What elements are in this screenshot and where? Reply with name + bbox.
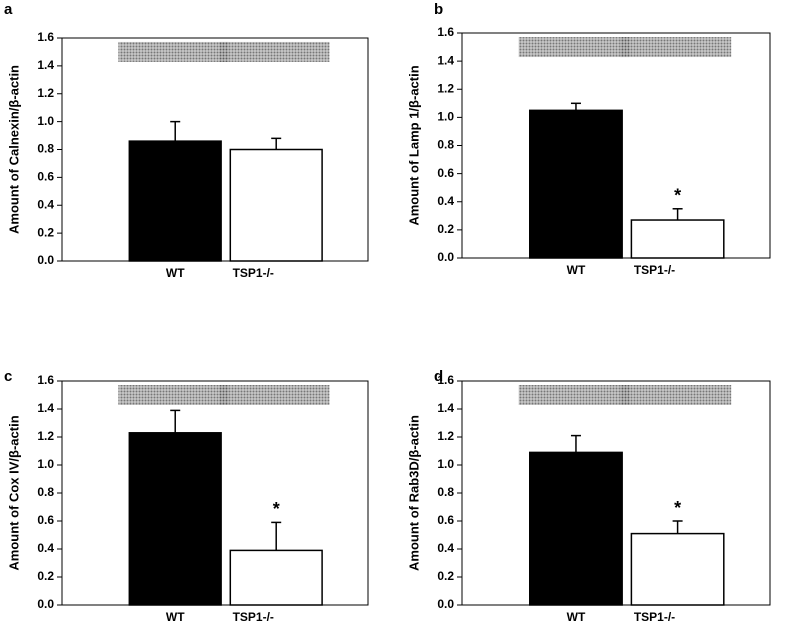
- plot-frame: [61, 380, 369, 606]
- bar: [630, 219, 725, 259]
- significance: *: [674, 186, 681, 206]
- y-tick-label: 1.6: [437, 25, 454, 39]
- x-tick-label: WT: [166, 266, 185, 280]
- y-tick-label: 0.8: [37, 485, 54, 499]
- bar: [229, 549, 323, 606]
- y-tick-label: 0.2: [437, 569, 454, 583]
- bar: [529, 451, 623, 606]
- y-tick-label: 0.2: [37, 225, 54, 239]
- y-tick-label: 1.4: [37, 58, 54, 72]
- y-tick-label: 0.6: [37, 170, 54, 184]
- blot: [620, 37, 732, 58]
- blot: [118, 41, 229, 62]
- y-tick-label: 0.4: [437, 541, 454, 555]
- blot: [518, 37, 630, 58]
- y-tick-label: 1.6: [37, 373, 54, 387]
- plot-frame: [61, 37, 369, 262]
- x-tick-label: TSP1-/-: [233, 610, 274, 624]
- blot: [219, 41, 330, 62]
- y-axis-label: Amount of Calnexin/β-actin: [6, 65, 21, 234]
- x-tick-label: WT: [567, 610, 586, 624]
- x-tick-label: TSP1-/-: [233, 266, 274, 280]
- blot: [118, 385, 229, 405]
- y-tick-label: 1.2: [437, 429, 454, 443]
- blot: [518, 385, 630, 405]
- y-tick-label: 0.0: [37, 597, 54, 611]
- y-tick-label: 1.2: [437, 81, 454, 95]
- panel-letter: b: [434, 1, 443, 18]
- y-tick-label: 1.0: [37, 457, 54, 471]
- plot-frame: [461, 380, 771, 606]
- x-tick-label: WT: [166, 610, 185, 624]
- significance: *: [674, 498, 681, 518]
- panel-letter: c: [4, 368, 12, 385]
- bar: [128, 432, 222, 606]
- x-tick-label: WT: [567, 263, 586, 277]
- y-tick-label: 1.0: [37, 114, 54, 128]
- y-tick-label: 1.0: [437, 110, 454, 124]
- y-tick-label: 0.8: [437, 485, 454, 499]
- panel-letter: d: [434, 368, 443, 385]
- y-tick-label: 0.4: [37, 197, 54, 211]
- x-tick-label: TSP1-/-: [634, 610, 675, 624]
- y-tick-label: 0.8: [437, 138, 454, 152]
- y-tick-label: 0.6: [37, 513, 54, 527]
- y-tick-label: 1.6: [37, 30, 54, 44]
- y-tick-label: 1.0: [437, 457, 454, 471]
- y-tick-label: 0.4: [37, 541, 54, 555]
- bar: [630, 532, 725, 606]
- y-tick-label: 0.6: [437, 513, 454, 527]
- y-tick-label: 1.4: [437, 53, 454, 67]
- panel-letter: a: [4, 1, 13, 18]
- y-axis-label: Amount of Lamp 1/β-actin: [406, 65, 421, 225]
- y-tick-label: 1.6: [437, 373, 454, 387]
- y-tick-label: 0.0: [37, 253, 54, 267]
- bar: [229, 148, 323, 262]
- bar: [529, 109, 623, 259]
- y-tick-label: 0.4: [437, 194, 454, 208]
- y-tick-label: 0.6: [437, 166, 454, 180]
- blot: [219, 385, 330, 405]
- y-tick-label: 1.4: [37, 401, 54, 415]
- y-tick-label: 0.2: [37, 569, 54, 583]
- y-tick-label: 0.0: [437, 597, 454, 611]
- y-tick-label: 0.0: [437, 250, 454, 264]
- y-tick-label: 1.2: [37, 86, 54, 100]
- y-tick-label: 0.8: [37, 142, 54, 156]
- y-axis-label: Amount of Rab3D/β-actin: [406, 415, 421, 571]
- blot: [620, 385, 732, 405]
- plot-frame: [461, 32, 771, 259]
- x-tick-label: TSP1-/-: [634, 263, 675, 277]
- y-tick-label: 0.2: [437, 222, 454, 236]
- y-axis-label: Amount of Cox IV/β-actin: [6, 415, 21, 570]
- bar: [128, 140, 222, 262]
- significance: *: [273, 499, 280, 519]
- y-tick-label: 1.4: [437, 401, 454, 415]
- y-tick-label: 1.2: [37, 429, 54, 443]
